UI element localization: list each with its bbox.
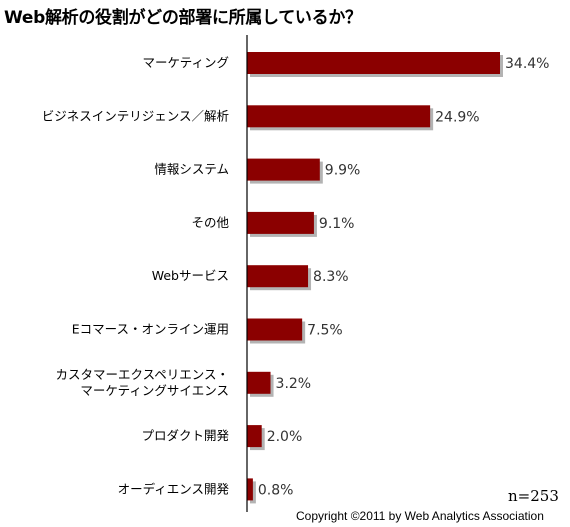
bar [247,211,314,234]
value-label: 7.5% [307,323,343,339]
category-label: プロダクト開発 [141,428,229,443]
category-label: Webサービス [152,268,229,283]
bar-shadow [250,481,256,504]
category-label: 情報システム [154,162,229,177]
category-label: Eコマース・オンライン運用 [72,322,229,337]
value-label: 24.9% [435,109,479,125]
bar [247,105,431,128]
bar [247,318,303,341]
bar [247,52,500,74]
category-label: マーケティング [142,55,229,70]
value-label: 8.3% [313,269,349,285]
bar [247,478,253,501]
category-label: ビジネスインテリジェンス／解析 [42,108,229,123]
bar [247,158,320,181]
value-label: 9.9% [325,163,361,179]
category-label: オーディエンス開発 [118,481,230,496]
bar [247,371,271,394]
bar [247,265,309,288]
bar [247,425,262,448]
value-label: 3.2% [276,376,312,392]
value-labels: 34.4% 24.9% 9.9% 9.1% 8.3% 7.5% 3.2% 2.0% 0.8% [258,56,550,498]
category-label: カスタマーエクスペリエンス・ [55,367,229,382]
chart-title: Web解析の役割がどの部署に所属しているか？ [4,8,362,28]
sample-size-label: n=253 [508,487,559,505]
value-label: 0.8% [258,482,294,498]
category-label: マーケティングサイエンス [80,383,229,398]
copyright-notice: Copyright ©2011 by Web Analytics Associa… [296,509,544,523]
value-label: 9.1% [319,216,355,232]
category-label: その他 [191,215,229,230]
value-label: 34.4% [505,56,549,72]
bars-layer [247,52,503,504]
value-label: 2.0% [267,429,303,445]
